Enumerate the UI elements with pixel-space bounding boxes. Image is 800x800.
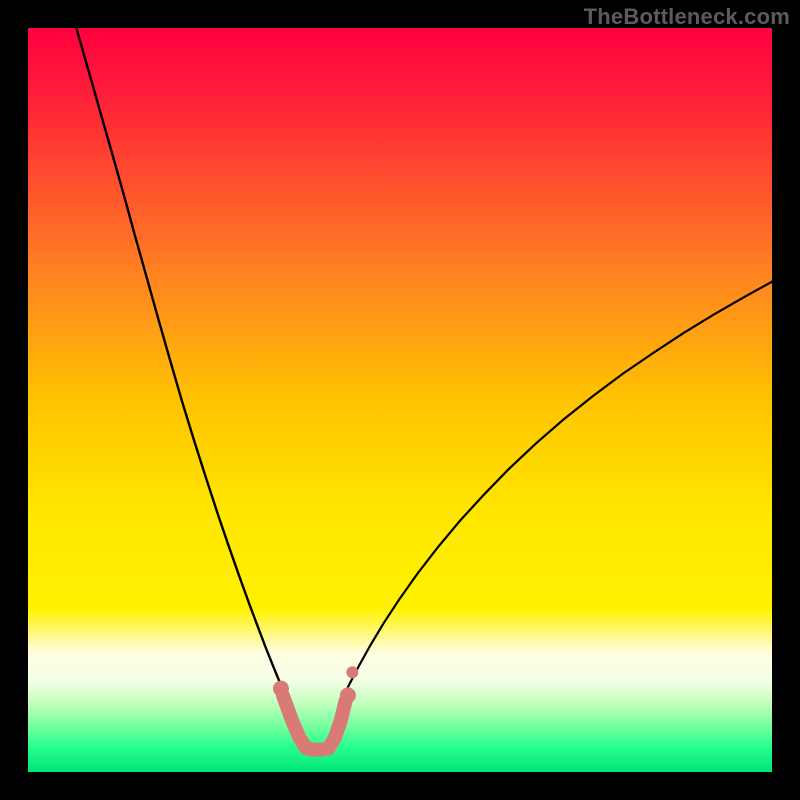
- valley-end-dot-1: [340, 687, 356, 703]
- plot-background: [28, 28, 772, 772]
- watermark-label: TheBottleneck.com: [584, 4, 790, 30]
- chart-stage: TheBottleneck.com: [0, 0, 800, 800]
- valley-end-dot-0: [273, 681, 289, 697]
- bottleneck-curve-chart: [0, 0, 800, 800]
- valley-upper-dot: [346, 666, 358, 678]
